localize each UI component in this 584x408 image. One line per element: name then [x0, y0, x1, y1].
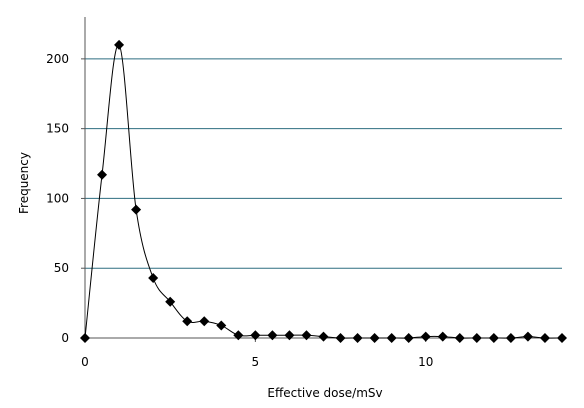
data-point — [403, 333, 414, 343]
data-point — [216, 320, 227, 331]
x-tick-label: 10 — [418, 355, 433, 369]
series — [80, 39, 567, 343]
data-point — [267, 330, 278, 341]
data-point — [454, 333, 465, 343]
data-point — [522, 331, 533, 342]
data-point — [335, 333, 346, 343]
data-point — [250, 330, 261, 341]
y-tick-labels: 0 50 100 150 200 — [46, 52, 69, 345]
data-point — [233, 330, 244, 341]
x-axis-title: Effective dose/mSv — [267, 386, 382, 400]
data-point — [148, 272, 159, 283]
y-tick-label: 100 — [46, 191, 69, 205]
data-point — [80, 333, 90, 343]
data-point — [420, 331, 431, 342]
data-point — [471, 333, 482, 343]
y-tick-label: 200 — [46, 52, 69, 66]
data-point — [352, 333, 363, 343]
data-point — [165, 296, 176, 307]
data-point — [318, 331, 329, 342]
data-point — [437, 331, 448, 342]
series-line — [84, 44, 563, 339]
data-point — [488, 333, 499, 343]
y-tick-label: 150 — [46, 122, 69, 136]
data-point — [131, 204, 142, 215]
x-tick-label: 0 — [81, 355, 89, 369]
data-point — [114, 39, 125, 50]
data-point — [557, 333, 567, 343]
data-point — [284, 330, 295, 341]
x-tick-labels: 0 5 10 — [81, 355, 433, 369]
data-point — [386, 333, 397, 343]
gridlines — [85, 58, 562, 269]
data-point — [182, 316, 193, 327]
data-point — [301, 330, 312, 341]
x-tick-label: 5 — [252, 355, 260, 369]
data-point — [539, 333, 550, 343]
data-point — [369, 333, 380, 343]
axes — [81, 17, 562, 342]
y-axis-title: Frequency — [17, 152, 31, 214]
y-tick-label: 0 — [61, 331, 69, 345]
data-point — [97, 169, 108, 180]
y-tick-label: 50 — [54, 261, 69, 275]
data-point — [505, 333, 516, 343]
data-point — [199, 316, 210, 327]
